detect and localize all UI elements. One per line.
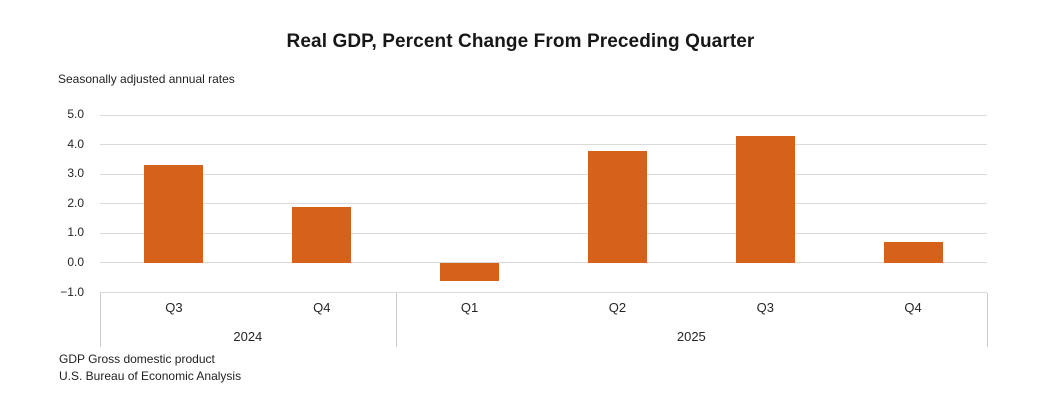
- gridline: [100, 262, 987, 264]
- year-group-separator: [395, 292, 397, 347]
- x-tick-label: Q1: [460, 300, 479, 315]
- y-tick-label: −1.0: [60, 284, 84, 299]
- gridline: [100, 292, 987, 293]
- gridline: [100, 114, 987, 116]
- year-label: 2025: [676, 329, 706, 344]
- x-tick-label: Q2: [608, 300, 627, 315]
- bar: [440, 262, 500, 281]
- year-label: 2024: [233, 329, 263, 344]
- bar: [883, 242, 943, 263]
- gridline: [100, 144, 987, 146]
- gridline: [100, 203, 987, 205]
- bar: [735, 135, 795, 263]
- x-tick-label: Q3: [165, 300, 183, 315]
- year-group-separator: [100, 292, 101, 347]
- bar: [587, 150, 647, 263]
- gridline: [100, 232, 987, 234]
- source-note: U.S. Bureau of Economic Analysis: [59, 369, 242, 383]
- x-tick-label: Q3: [756, 300, 774, 315]
- y-tick-label: 5.0: [67, 107, 84, 121]
- x-tick-label: Q4: [313, 300, 331, 315]
- y-tick-label: 3.0: [67, 166, 84, 181]
- year-group-separator: [987, 292, 988, 347]
- y-tick-label: 0.0: [67, 254, 84, 269]
- y-tick-label: 4.0: [67, 136, 84, 151]
- gridline: [100, 173, 987, 175]
- bar: [144, 165, 204, 263]
- y-tick-label: 1.0: [67, 225, 84, 240]
- chart-subtitle: Seasonally adjusted annual rates: [58, 72, 235, 86]
- y-tick-label: 2.0: [67, 195, 84, 210]
- chart-title: Real GDP, Percent Change From Preceding …: [286, 31, 755, 52]
- footnote-gdp-definition: GDP Gross domestic product: [59, 352, 215, 366]
- x-tick-label: Q4: [904, 300, 922, 315]
- bar: [292, 206, 352, 263]
